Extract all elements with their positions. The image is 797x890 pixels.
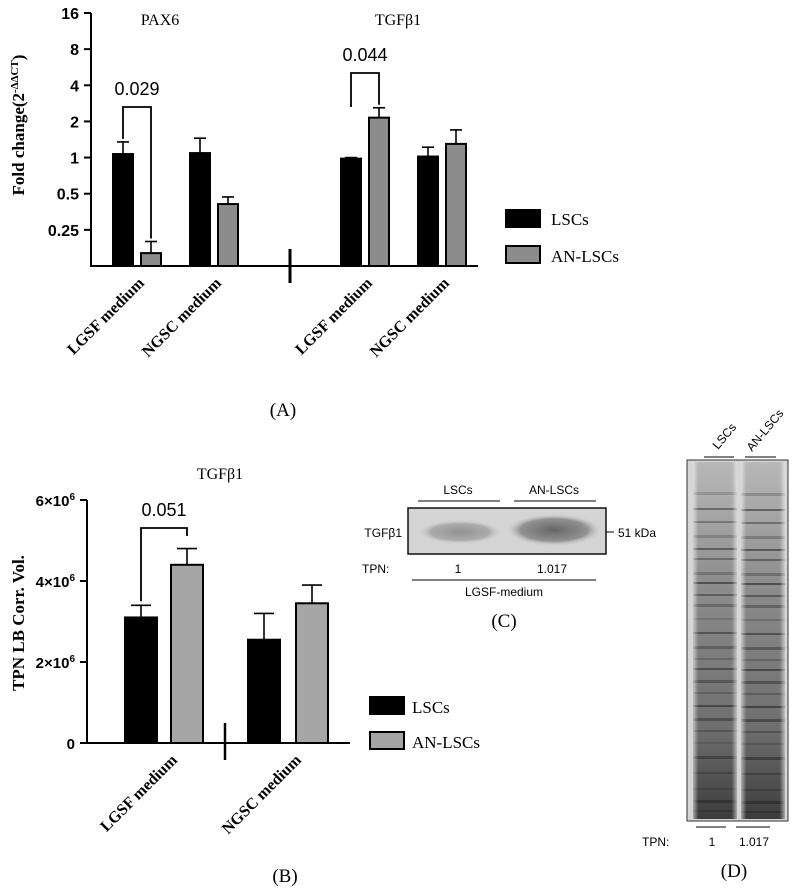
legend-a-label-anlscs: AN-LSCs	[551, 247, 619, 266]
blot-d-tpn-value-anlscs: 1.017	[739, 835, 769, 849]
blot-c-tpn-value-anlscs: 1.017	[537, 562, 567, 576]
panel-b-chart: 0 2×106 4×106 6×106 LGSF medium NGSC medium 0.…	[9, 466, 480, 887]
panel-a-y-tick-label: 8	[70, 42, 79, 59]
blot-c-size-marker: 51 kDa	[618, 526, 656, 540]
blot-d-tpn-value-lscs: 1	[709, 835, 716, 849]
panel-b-y-tick-label: 2×106	[36, 654, 76, 672]
panel-a-bar	[368, 116, 390, 267]
panel-a-significance-bracket	[350, 72, 380, 107]
panel-b-title: TGFβ1	[197, 466, 243, 483]
panel-a-y-tick-label: 1	[70, 151, 79, 168]
panel-a-p-value: 0.044	[342, 45, 387, 65]
panel-a-bar	[217, 203, 239, 267]
legend-b-swatch-anlscs	[369, 731, 405, 750]
panel-c-blot: LSCs AN-LSCs TGFβ1 51 kDa TPN: 1 1.017 L…	[362, 483, 656, 632]
panel-b-bar	[295, 602, 329, 744]
panel-a-bar	[340, 157, 362, 267]
blot-d-lane-edge-lscs	[693, 462, 737, 819]
panel-b-bar	[170, 563, 204, 744]
blot-c-lane-label-anlscs: AN-LSCs	[529, 483, 579, 497]
panel-a-y-tick-label: 0.25	[48, 223, 79, 240]
panel-b-ylabel: TPN LB Corr. Vol.	[9, 555, 28, 691]
panel-a-label: (A)	[270, 400, 296, 421]
panel-d-label: (D)	[721, 861, 747, 882]
legend-b-label-anlscs: AN-LSCs	[412, 733, 480, 752]
panel-b-significance-bracket	[140, 527, 188, 602]
panel-b-x-tick-label: NGSC medium	[219, 751, 305, 837]
blot-c-lane-label-lscs: LSCs	[443, 483, 472, 497]
panel-a-y-tick-label: 4	[70, 78, 79, 95]
legend-b-swatch-lscs	[369, 696, 405, 715]
panel-b-p-value: 0.051	[141, 500, 186, 520]
panel-a-group-title-tgfb1: TGFβ1	[375, 12, 421, 29]
panel-a-bar	[189, 152, 211, 267]
panel-a-bar	[140, 252, 162, 267]
blot-d-lane-label-lscs: LSCs	[710, 420, 740, 451]
panel-a-bar	[417, 155, 439, 268]
blot-c-band-anlscs	[506, 514, 602, 546]
panel-d-gel: LSCs AN-LSCs TPN: 1 1.017 (D)	[642, 407, 789, 882]
panel-a-y-tick-label: 0.5	[57, 187, 79, 204]
panel-a-significance-bracket	[122, 106, 152, 239]
panel-b-y-tick-label: 4×106	[36, 573, 76, 591]
panel-a-p-value: 0.029	[114, 79, 159, 99]
blot-c-tpn-value-lscs: 1	[455, 562, 462, 576]
blot-d-lane-label-anlscs: AN-LSCs	[744, 407, 787, 454]
panel-a-x-tick-label: NGSC medium	[139, 274, 225, 360]
legend-a-swatch-lscs	[505, 209, 541, 228]
blot-c-protein-label: TGFβ1	[364, 526, 402, 540]
panel-b-bar	[124, 616, 158, 744]
panel-b-bar	[247, 638, 281, 745]
blot-c-condition-label: LGSF-medium	[465, 585, 543, 599]
blot-c-band-lscs	[418, 520, 502, 544]
panel-a-x-tick-label: NGSC medium	[367, 274, 453, 360]
legend-a-swatch-anlscs	[505, 245, 541, 264]
panel-a-ylabel: Fold change(2-ΔΔCT)	[9, 55, 28, 196]
blot-c-tpn-label: TPN:	[362, 562, 389, 576]
panel-b-x-tick-label: LGSF medium	[97, 751, 181, 835]
panel-b-label: (B)	[272, 866, 297, 887]
panel-a-group-title-pax6: PAX6	[141, 12, 180, 29]
panel-b-y-tick-label: 0	[67, 736, 75, 753]
panel-a-bar	[112, 153, 134, 268]
panel-a-y-tick-label: 2	[70, 114, 79, 131]
blot-d-tpn-label: TPN:	[642, 835, 669, 849]
panel-a-x-tick-label: LGSF medium	[292, 274, 376, 358]
legend-a-label-lscs: LSCs	[551, 210, 589, 229]
panel-a-x-tick-label: LGSF medium	[64, 274, 148, 358]
panel-c-label: (C)	[491, 611, 516, 632]
legend-b-label-lscs: LSCs	[412, 698, 450, 717]
blot-d-lane-edge-anlscs	[741, 462, 785, 819]
panel-a-y-tick-label: 16	[61, 6, 79, 23]
panel-a-bar	[445, 142, 467, 267]
panel-b-y-tick-label: 6×106	[36, 492, 76, 510]
